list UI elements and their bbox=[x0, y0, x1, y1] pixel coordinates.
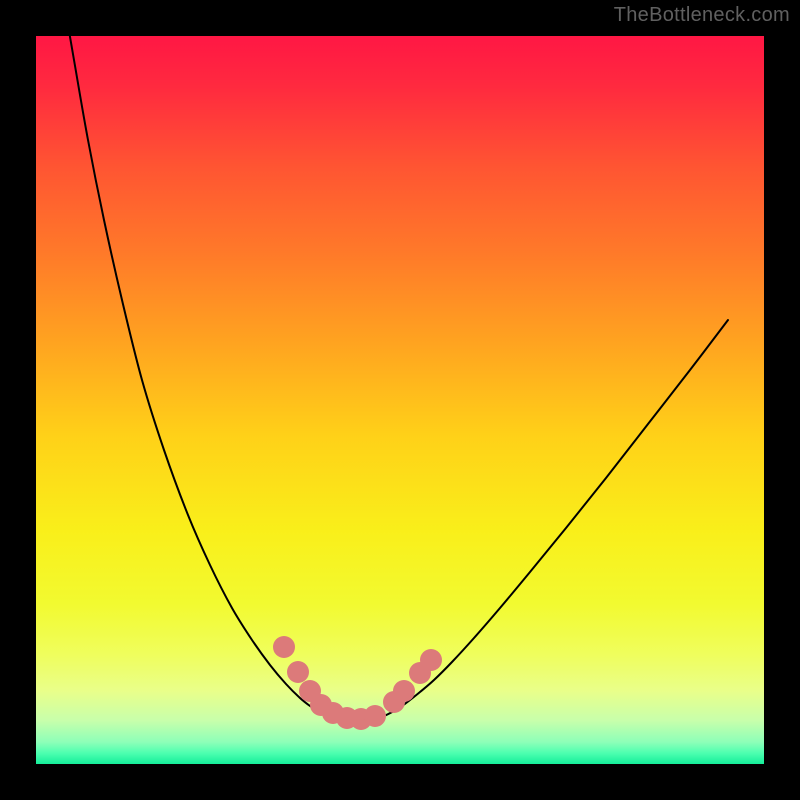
data-point-marker bbox=[273, 636, 295, 658]
data-point-marker bbox=[364, 705, 386, 727]
data-point-marker bbox=[393, 680, 415, 702]
data-point-marker bbox=[420, 649, 442, 671]
watermark-text: TheBottleneck.com bbox=[614, 4, 790, 27]
plot-area bbox=[36, 36, 764, 764]
plot-frame bbox=[27, 27, 773, 773]
bottleneck-curve bbox=[36, 36, 764, 764]
